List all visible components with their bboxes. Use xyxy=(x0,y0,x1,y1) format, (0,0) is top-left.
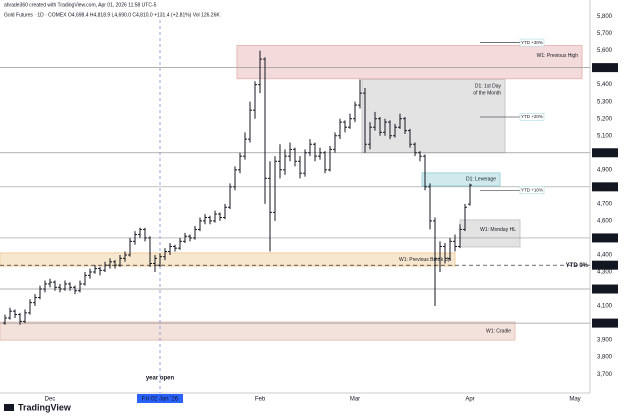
y-tick-label: 5,600 xyxy=(597,48,613,54)
credit: ahrade360 created with TradingView.com, … xyxy=(4,2,157,8)
target-label: YTD +30% xyxy=(521,40,543,45)
symbol-info: Gold Futures · 1D · COMEX O4,698.4 H4,81… xyxy=(4,12,220,18)
y-tick-label: 3,700 xyxy=(597,372,613,378)
zone xyxy=(236,44,583,80)
level-box xyxy=(592,63,618,73)
zone-label: W1: Previous High xyxy=(537,53,579,59)
zone-label: of the Month xyxy=(473,90,501,96)
y-tick-label: 3,800 xyxy=(597,355,613,361)
x-tick-label: Dec xyxy=(45,397,56,403)
target-box xyxy=(519,186,545,194)
x-tick-label: Mar xyxy=(350,397,360,403)
target-label: YTD +10% xyxy=(521,187,543,192)
level-box xyxy=(592,260,618,270)
level-label: 4,340 xyxy=(597,263,613,269)
zone xyxy=(0,252,456,267)
y-tick-label: 4,700 xyxy=(597,201,613,207)
y-tick-label: 5,100 xyxy=(597,133,613,139)
y-tick-label: 5,300 xyxy=(597,99,613,105)
level-label: 4,500 xyxy=(597,236,613,242)
zone-label: W1: Previous Break Up xyxy=(399,257,451,263)
brand-logo xyxy=(4,404,14,411)
x-tick-label: Apr xyxy=(465,397,474,403)
x-tick-highlight xyxy=(137,394,183,403)
y-tick-label: 4,900 xyxy=(597,167,613,173)
level-label: 4,000 xyxy=(597,321,613,327)
y-tick-label: 4,300 xyxy=(597,270,613,276)
level-label: 5,500 xyxy=(597,65,613,71)
x-tick-label: May xyxy=(569,397,580,403)
zone xyxy=(421,172,501,187)
year-open-label: year open xyxy=(146,376,175,382)
level-box xyxy=(592,182,618,192)
zone-label: D1: 1st Day xyxy=(475,83,502,89)
y-tick-label: 4,600 xyxy=(597,218,613,224)
y-tick-label: 3,900 xyxy=(597,338,613,344)
level-note: YTD 0% xyxy=(566,263,589,269)
zone-label: D1: Leverage xyxy=(466,177,496,183)
y-tick-label: 5,800 xyxy=(597,14,613,20)
zone-label: W1: Cradle xyxy=(486,328,511,334)
level-box xyxy=(592,233,618,243)
level-label: 4,200 xyxy=(597,287,613,293)
y-tick-label: 4,400 xyxy=(597,253,613,259)
zone xyxy=(0,321,516,341)
zone xyxy=(459,219,521,248)
x-tick-label: Feb xyxy=(255,397,266,403)
brand: TradingView xyxy=(18,402,72,412)
level-box xyxy=(592,318,618,328)
y-tick-label: 4,100 xyxy=(597,304,613,310)
y-tick-label: 5,700 xyxy=(597,31,613,37)
target-label: YTD +20% xyxy=(521,114,543,119)
target-box xyxy=(519,113,545,121)
level-label: 5,000 xyxy=(597,150,613,156)
level-box xyxy=(592,148,618,158)
level-label: 4,800 xyxy=(597,184,613,190)
y-tick-label: 5,400 xyxy=(597,82,613,88)
zone-label: W1: Monday HL xyxy=(480,227,516,233)
y-tick-label: 5,200 xyxy=(597,116,613,122)
x-tick-label: Fri 02 Jan '26 xyxy=(142,397,179,403)
zone xyxy=(361,79,506,154)
target-box xyxy=(519,38,545,47)
level-box xyxy=(592,284,618,294)
